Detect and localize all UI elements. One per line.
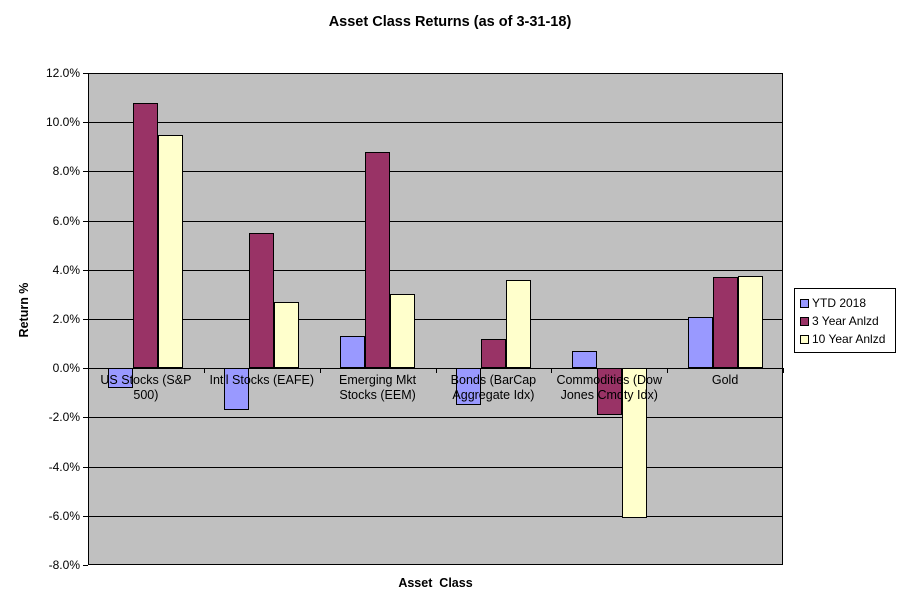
x-axis-tick — [88, 368, 89, 373]
gridline — [88, 221, 783, 222]
y-axis-tick — [83, 221, 88, 222]
legend-item: YTD 2018 — [800, 294, 893, 312]
y-tick-label: -4.0% — [48, 460, 80, 474]
category-label-line: Bonds (BarCap — [450, 373, 537, 388]
bar-3-year-anlzd-c4 — [596, 368, 622, 415]
category-label-line: Commodities (Dow — [556, 373, 663, 388]
y-tick-label: 4.0% — [52, 263, 80, 277]
bar-3-year-anlzd-c2 — [365, 151, 391, 369]
category-label: Bonds (BarCap Aggregate Idx) — [427, 373, 559, 403]
y-tick-label: 10.0% — [45, 115, 80, 129]
bar-3-year-anlzd-c1 — [249, 232, 275, 369]
y-axis-tick — [83, 565, 88, 566]
y-axis-tick — [83, 122, 88, 123]
legend: YTD 2018 3 Year Anlzd 10 Year Anlzd — [794, 288, 896, 353]
bar-ytd-2018-c5 — [687, 316, 713, 369]
category-label: US Stocks (S&P 500) — [80, 373, 212, 403]
x-axis-tick — [551, 368, 553, 373]
chart-title: Asset Class Returns (as of 3-31-18) — [328, 14, 572, 30]
gridline — [88, 122, 783, 123]
gridline — [88, 270, 783, 271]
bar-10-year-anlzd-c2 — [390, 294, 416, 369]
bar-10-year-anlzd-c4 — [621, 368, 647, 519]
bar-ytd-2018-c1 — [224, 368, 250, 410]
legend-label: YTD 2018 — [812, 296, 867, 310]
gridline — [88, 417, 783, 418]
bar-3-year-anlzd-c0 — [133, 102, 159, 369]
y-axis-tick — [83, 467, 88, 468]
y-axis-tick — [83, 368, 88, 369]
category-label: Int'l Stocks (EAFE) — [196, 373, 328, 388]
y-axis-tick — [83, 417, 88, 418]
category-label-line: Stocks (EEM) — [339, 388, 416, 403]
y-tick-label: -6.0% — [48, 509, 80, 523]
legend-label: 3 Year Anlzd — [812, 314, 879, 328]
y-axis-tick — [83, 516, 88, 517]
category-label-line: US Stocks (S&P — [100, 373, 192, 388]
x-axis-tick — [203, 368, 205, 373]
y-tick-label: 12.0% — [45, 66, 80, 80]
x-axis-tick — [435, 368, 437, 373]
legend-swatch — [800, 298, 809, 308]
y-tick-label: 6.0% — [52, 214, 80, 228]
y-axis-tick — [83, 171, 88, 172]
category-label-line: Jones Cmdty Idx) — [560, 388, 658, 403]
bar-3-year-anlzd-c3 — [480, 338, 506, 369]
y-tick-label: 0.0% — [52, 361, 80, 375]
bar-10-year-anlzd-c5 — [737, 275, 763, 369]
category-label: Gold — [659, 373, 791, 388]
y-tick-label: -8.0% — [48, 558, 80, 572]
x-axis-tick — [667, 368, 669, 373]
bar-ytd-2018-c3 — [455, 368, 481, 406]
category-label-line: Aggregate Idx) — [452, 388, 535, 403]
x-axis-title: Asset Class — [398, 576, 473, 590]
bar-ytd-2018-c4 — [571, 350, 597, 369]
bar-10-year-anlzd-c0 — [158, 134, 184, 369]
gridline — [88, 516, 783, 517]
category-label-line: 500) — [133, 388, 159, 403]
bar-10-year-anlzd-c1 — [274, 301, 300, 369]
x-axis-tick — [319, 368, 321, 373]
y-axis-tick — [83, 270, 88, 271]
legend-swatch — [800, 316, 809, 326]
legend-swatch — [800, 334, 809, 344]
bar-ytd-2018-c2 — [340, 336, 366, 369]
bar-3-year-anlzd-c5 — [712, 277, 738, 369]
x-axis-tick — [783, 368, 784, 373]
legend-item: 3 Year Anlzd — [800, 312, 893, 330]
gridline — [88, 171, 783, 172]
category-label: Emerging Mkt Stocks (EEM) — [312, 373, 444, 403]
legend-item: 10 Year Anlzd — [800, 330, 893, 348]
y-tick-label: -2.0% — [48, 410, 80, 424]
category-label-line: Emerging Mkt — [339, 373, 417, 388]
category-label-line: Int'l Stocks (EAFE) — [209, 373, 315, 388]
y-axis-tick — [83, 73, 88, 74]
category-label: Commodities (Dow Jones Cmdty Idx) — [543, 373, 675, 403]
y-axis-tick — [83, 319, 88, 320]
y-tick-label: 8.0% — [52, 164, 80, 178]
gridline — [88, 467, 783, 468]
gridline — [88, 319, 783, 320]
category-label-line: Gold — [711, 373, 739, 388]
legend-label: 10 Year Anlzd — [812, 332, 886, 346]
y-tick-label: 2.0% — [52, 312, 80, 326]
bar-ytd-2018-c0 — [108, 368, 134, 388]
y-axis-title: Return % — [17, 282, 31, 338]
bar-10-year-anlzd-c3 — [505, 279, 531, 369]
